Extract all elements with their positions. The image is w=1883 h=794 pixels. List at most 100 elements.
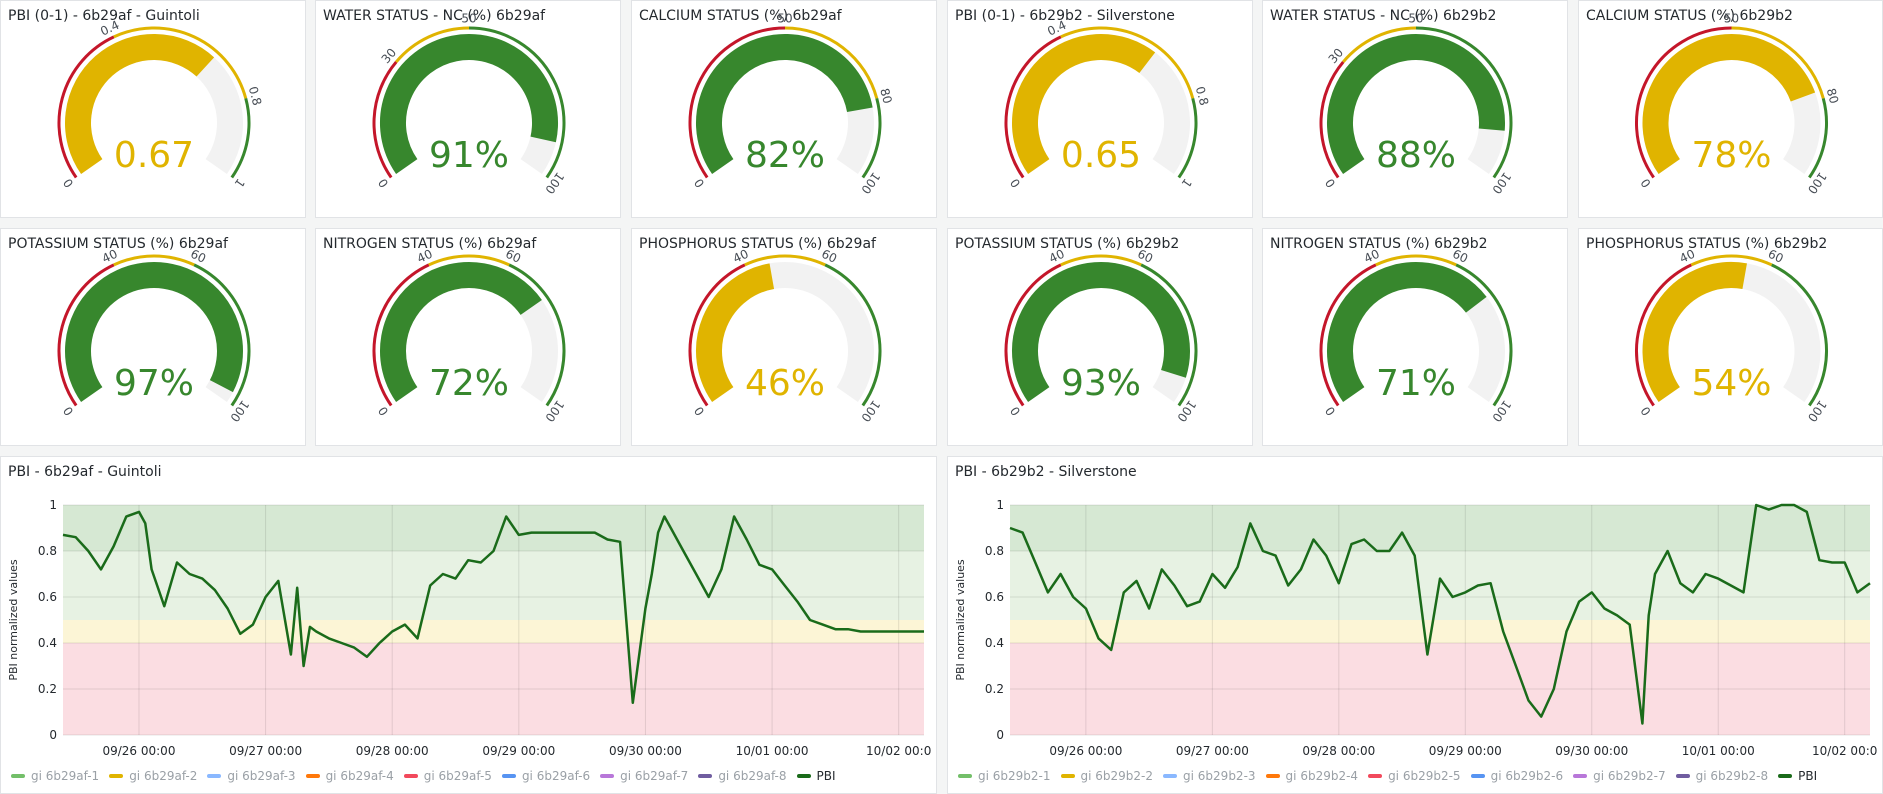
gauge: 0 40 60 100 71% xyxy=(1319,247,1514,424)
panel-title: WATER STATUS - NC (%) 6b29af xyxy=(323,8,546,24)
gauge-panel[interactable]: PHOSPHORUS STATUS (%) 6b29b2 0 40 60 100 54% xyxy=(1578,228,1883,446)
gauge: 0 50 80 100 78% xyxy=(1635,12,1841,197)
threshold-band xyxy=(1140,263,1198,407)
threshold-band xyxy=(1771,263,1828,407)
gauge-tick-label: 0 xyxy=(1638,404,1654,418)
panel-title: PBI (0-1) - 6b29b2 - Silverstone xyxy=(955,8,1175,24)
threshold-region xyxy=(1010,643,1870,735)
gauge-value-text: 0.67 xyxy=(114,135,194,176)
gauge-tick-label: 100 xyxy=(227,398,252,425)
threshold-band xyxy=(1060,26,1195,99)
legend-swatch xyxy=(11,774,25,778)
legend-item[interactable]: gi 6b29af-4 xyxy=(305,769,394,783)
y-tick-label: 0 xyxy=(996,728,1004,742)
legend-item[interactable]: PBI xyxy=(796,769,836,783)
legend-item[interactable]: gi 6b29b2-5 xyxy=(1368,769,1461,783)
timeseries-panel[interactable]: PBI - 6b29b2 - Silverstone 0 0.2 0.4 0.6 0.8… xyxy=(947,456,1883,794)
gauge: 0 40 60 100 72% xyxy=(372,247,567,424)
gauge-panel[interactable]: NITROGEN STATUS (%) 6b29b2 0 40 60 100 71% xyxy=(1262,228,1568,446)
gauge-tick-label: 0 xyxy=(691,176,707,190)
gauge-value-arc xyxy=(380,34,558,175)
x-tick-label: 09/27 00:00 xyxy=(1176,744,1249,758)
panel-title: POTASSIUM STATUS (%) 6b29af xyxy=(8,236,228,252)
legend-item[interactable]: gi 6b29b2-6 xyxy=(1470,769,1564,783)
series-line-pbi xyxy=(62,510,924,705)
panel-title: POTASSIUM STATUS (%) 6b29b2 xyxy=(955,236,1180,252)
gauge-tick-label: 60 xyxy=(1450,247,1470,266)
y-tick-label: 0.6 xyxy=(38,590,57,604)
threshold-region xyxy=(63,551,924,620)
legend-item[interactable]: gi 6b29b2-1 xyxy=(958,769,1051,783)
gauge-value-text: 72% xyxy=(429,363,509,404)
threshold-band xyxy=(1319,263,1377,407)
gauge-panel[interactable]: POTASSIUM STATUS (%) 6b29af 0 40 60 100 97% xyxy=(0,228,306,446)
legend-item[interactable]: gi 6b29b2-8 xyxy=(1675,769,1768,783)
threshold-band xyxy=(1004,263,1062,407)
legend-swatch xyxy=(1778,774,1793,778)
gauge-value-text: 97% xyxy=(114,363,194,404)
gauge-tick-label: 40 xyxy=(731,247,751,266)
gauge-panel[interactable]: PHOSPHORUS STATUS (%) 6b29af 0 40 60 100 46% xyxy=(631,228,937,446)
gauge-panel[interactable]: WATER STATUS - NC (%) 6b29b2 0 30 50 100 88% xyxy=(1262,0,1568,218)
threshold-band xyxy=(688,263,746,407)
threshold-band xyxy=(744,254,826,267)
threshold-band xyxy=(688,26,786,179)
x-tick-label: 09/27 00:00 xyxy=(229,744,302,758)
legend-label: gi 6b29af-4 xyxy=(325,769,394,783)
gauge-tick-label: 0 xyxy=(1007,176,1023,190)
gauge-tick-label: 0 xyxy=(1322,176,1338,190)
legend-item[interactable]: PBI xyxy=(1778,769,1817,783)
y-tick-label: 1 xyxy=(996,498,1004,512)
threshold-band xyxy=(508,263,566,407)
threshold-band xyxy=(1375,254,1457,267)
gauge-tick-label: 80 xyxy=(877,87,894,105)
gauge-value-arc xyxy=(1642,34,1816,175)
legend-label: gi 6b29b2-4 xyxy=(1285,769,1359,783)
gauge-value-arc xyxy=(1327,34,1505,175)
gauge-panel[interactable]: NITROGEN STATUS (%) 6b29af 0 40 60 100 72% xyxy=(315,228,621,446)
legend-item[interactable]: gi 6b29b2-7 xyxy=(1573,769,1666,783)
panel-title: PHOSPHORUS STATUS (%) 6b29af xyxy=(639,236,876,252)
legend-item[interactable]: gi 6b29b2-3 xyxy=(1163,769,1256,783)
gauge-panel[interactable]: PBI (0-1) - 6b29b2 - Silverstone 0 0.4 0.8 1… xyxy=(947,0,1253,218)
gauge: 0 40 60 100 97% xyxy=(57,247,252,425)
legend-item[interactable]: gi 6b29b2-4 xyxy=(1265,769,1359,783)
legend-label: gi 6b29b2-6 xyxy=(1490,769,1564,783)
threshold-band xyxy=(428,254,510,267)
panel-title: NITROGEN STATUS (%) 6b29af xyxy=(323,236,537,252)
x-tick-label: 09/30 00:00 xyxy=(609,744,682,758)
gauge-value-arc xyxy=(1012,262,1190,403)
gauge-tick-label: 100 xyxy=(1805,170,1830,197)
gauge-value-text: 46% xyxy=(745,363,825,404)
gauge-tick-label: 0 xyxy=(1638,176,1654,190)
gauge-panel[interactable]: PBI (0-1) - 6b29af - Guintoli 0 0.4 0.8 1 0.6… xyxy=(0,0,306,218)
gauge-panel[interactable]: CALCIUM STATUS (%) 6b29b2 0 50 80 100 78% xyxy=(1578,0,1883,218)
threshold-band xyxy=(1731,26,1825,99)
legend-swatch xyxy=(698,774,713,778)
panel-title: CALCIUM STATUS (%) 6b29b2 xyxy=(1586,8,1793,24)
legend-item[interactable]: gi 6b29b2-2 xyxy=(1060,769,1153,783)
gauge-panel[interactable]: POTASSIUM STATUS (%) 6b29b2 0 40 60 100 93% xyxy=(947,228,1253,446)
gauge-panel[interactable]: CALCIUM STATUS (%) 6b29af 0 50 80 100 82% xyxy=(631,0,937,218)
gauge-tick-label: 50 xyxy=(777,12,792,26)
legend-item[interactable]: gi 6b29af-3 xyxy=(207,769,296,783)
legend-item[interactable]: gi 6b29af-8 xyxy=(698,769,787,783)
legend-item[interactable]: gi 6b29af-7 xyxy=(600,769,688,783)
legend-item[interactable]: gi 6b29af-1 xyxy=(11,769,99,783)
legend-label: gi 6b29b2-5 xyxy=(1388,769,1461,783)
threshold-region xyxy=(63,620,924,643)
legend-item[interactable]: gi 6b29af-5 xyxy=(403,769,492,783)
threshold-band xyxy=(113,26,248,99)
x-tick-label: 09/26 00:00 xyxy=(1049,744,1122,758)
legend-item[interactable]: gi 6b29af-2 xyxy=(109,769,197,783)
threshold-band xyxy=(57,35,115,179)
timeseries-panel[interactable]: PBI - 6b29af - Guintoli 0 0.2 0.4 0.6 0.8 1 09… xyxy=(0,456,937,794)
x-tick-label: 09/28 00:00 xyxy=(356,744,429,758)
threshold-band xyxy=(1004,35,1062,179)
threshold-band xyxy=(1415,26,1513,179)
legend-item[interactable]: gi 6b29af-6 xyxy=(501,769,590,783)
gauge-tick-label: 60 xyxy=(188,247,208,266)
gauge-value-text: 54% xyxy=(1691,363,1771,404)
gauge-panel[interactable]: WATER STATUS - NC (%) 6b29af 0 30 50 100 91% xyxy=(315,0,621,218)
